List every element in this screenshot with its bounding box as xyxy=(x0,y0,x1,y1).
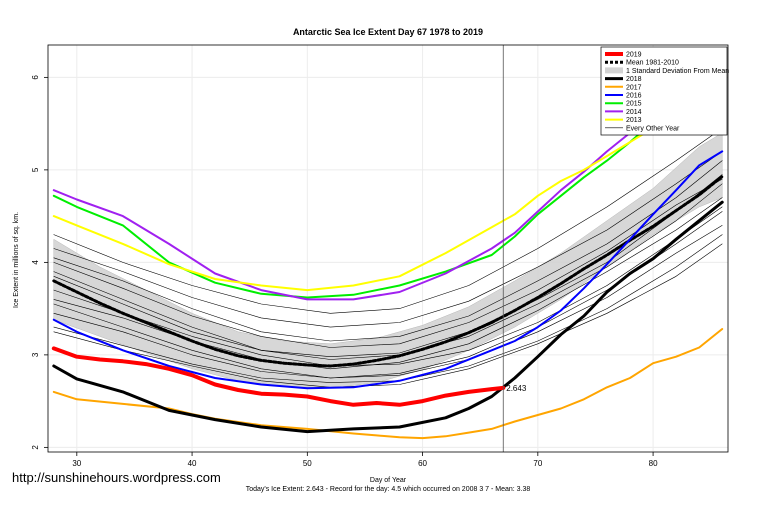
y-tick-label: 2 xyxy=(31,445,40,450)
x-tick-label: 40 xyxy=(188,459,197,468)
chart-title: Antarctic Sea Ice Extent Day 67 1978 to … xyxy=(293,27,483,37)
legend-label: 2016 xyxy=(626,93,642,100)
legend-label: 1 Standard Deviation From Mean xyxy=(626,68,729,75)
series-line-every-other-year xyxy=(53,127,723,314)
series-line-every-other-year xyxy=(53,225,723,379)
std-band-layer xyxy=(53,132,723,389)
legend-label: Every Other Year xyxy=(626,125,680,132)
series-line-every-other-year xyxy=(53,174,723,358)
y-tick-label: 5 xyxy=(31,167,40,172)
legend-label: 2019 xyxy=(626,52,642,59)
legend-label: 2018 xyxy=(626,76,642,83)
series-line-every-other-year xyxy=(53,178,723,348)
series-line-every-other-year xyxy=(53,160,723,342)
current-value-label: 2.643 xyxy=(506,384,527,393)
legend-label: Mean 1981-2010 xyxy=(626,60,679,67)
y-tick-label: 6 xyxy=(31,75,40,80)
series-line-every-other-year xyxy=(53,243,723,388)
series-line-every-other-year xyxy=(53,206,723,367)
y-tick-label: 4 xyxy=(31,260,40,265)
x-tick-label: 30 xyxy=(72,459,81,468)
footer-stats: Today's Ice Extent: 2.643 - Record for t… xyxy=(246,486,531,493)
std-deviation-band xyxy=(53,132,723,389)
watermark-url: http://sunshinehours.wordpress.com xyxy=(12,470,221,485)
x-tick-label: 70 xyxy=(533,459,542,468)
legend-label: 2013 xyxy=(626,117,642,124)
current-day-layer: 2.643 xyxy=(502,45,527,452)
series-line-mean-1981-2010 xyxy=(52,174,724,368)
legend-swatch xyxy=(605,67,623,74)
x-tick-label: 80 xyxy=(649,459,658,468)
axes: 30 40 50 60 70 80 2 3 4 5 6 xyxy=(31,75,658,468)
legend-label: 2014 xyxy=(626,109,642,116)
y-tick-label: 3 xyxy=(31,352,40,357)
y-axis-label: Ice Extent in millions of sq. km. xyxy=(13,212,20,308)
plot-frame xyxy=(47,44,729,453)
series-line-2018 xyxy=(52,200,724,434)
series-line-every-other-year xyxy=(53,151,723,328)
x-axis-label: Day of Year xyxy=(370,477,407,484)
legend-label: 2017 xyxy=(626,84,642,91)
x-tick-label: 50 xyxy=(303,459,312,468)
series-line-2019 xyxy=(51,346,506,407)
series-line-2016 xyxy=(52,150,724,390)
x-tick-label: 60 xyxy=(418,459,427,468)
legend-label: 2015 xyxy=(626,101,642,108)
